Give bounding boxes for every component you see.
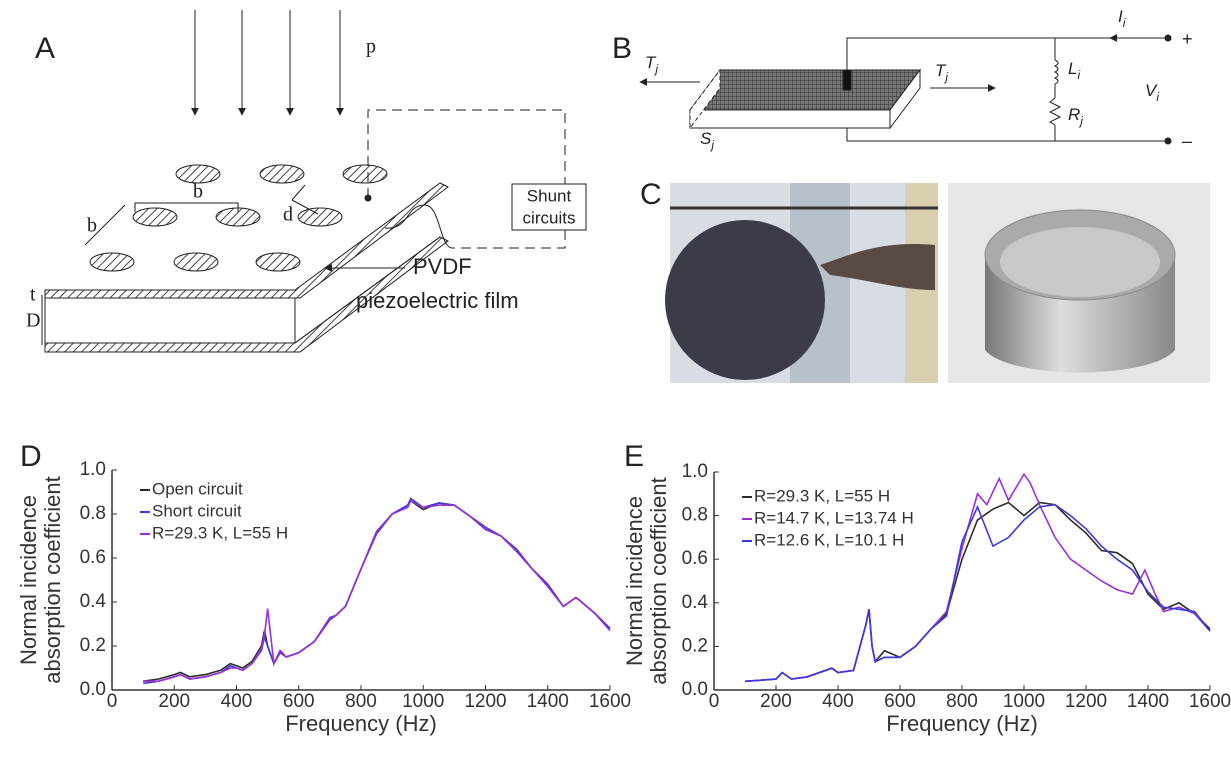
y-tick-label: 0.4 [80, 591, 107, 612]
legend-label: R=14.7 K, L=13.74 H [754, 508, 914, 527]
voltage-label-main: V [1145, 81, 1158, 100]
x-axis-label: Frequency (Hz) [285, 711, 437, 736]
series-line [744, 503, 1211, 683]
panel-c-photos [665, 183, 1210, 383]
legend-label: R=29.3 K, L=55 H [152, 523, 288, 542]
panel-a [41, 10, 587, 353]
y-tick-label: 0.4 [682, 592, 709, 613]
legend-label: R=12.6 K, L=10.1 H [754, 530, 904, 549]
current-label-sub: i [1123, 16, 1126, 30]
terminal-label: + [1182, 29, 1193, 49]
voltage-label-sub: i [1156, 90, 1159, 104]
current-label-main: I [1118, 7, 1123, 26]
x-tick-label: 1200 [464, 691, 506, 712]
panel-label: A [35, 32, 55, 65]
film-label: piezoelectric film [356, 288, 519, 313]
panel-label: C [640, 178, 662, 211]
x-tick-label: 1400 [1127, 691, 1169, 712]
depth-label: D [26, 310, 40, 332]
legend-label: Short circuit [152, 501, 242, 520]
y-tick-label: 0.2 [682, 635, 708, 656]
spacing-label: b [193, 181, 203, 203]
x-tick-label: 400 [822, 691, 854, 712]
y-tick-label: 0.8 [682, 505, 708, 526]
resistor-label: Rj [1068, 105, 1083, 128]
y-axis-label: Normal incidence [622, 496, 647, 666]
shunt-label: Shunt [527, 186, 572, 205]
legend-label: R=29.3 K, L=55 H [754, 486, 890, 505]
y-tick-label: 0.0 [80, 679, 106, 700]
x-tick-label: 800 [946, 691, 978, 712]
y-axis-label: Normal incidence [16, 495, 41, 665]
series-line [744, 501, 1211, 683]
series-line [143, 499, 611, 682]
x-tick-label: 1000 [1003, 691, 1045, 712]
tension-label: Tj [935, 61, 948, 84]
shunt-label: circuits [523, 208, 576, 227]
x-tick-label: 0 [709, 691, 720, 712]
x-tick-label: 200 [760, 691, 792, 712]
panel-label: D [20, 440, 42, 473]
x-tick-label: 1600 [589, 691, 631, 712]
film-label: PVDF [413, 254, 472, 279]
inductor-label-main: L [1068, 59, 1077, 78]
x-tick-label: 600 [884, 691, 916, 712]
x-tick-label: 1400 [527, 691, 569, 712]
x-tick-label: 0 [107, 691, 118, 712]
y-axis-label: absorption coefficient [40, 476, 65, 684]
voltage-label: Vi [1145, 81, 1159, 104]
x-tick-label: 800 [345, 691, 377, 712]
diameter-label: d [283, 204, 293, 226]
area-label: Sj [700, 129, 714, 152]
spacing-label: b [87, 215, 97, 237]
x-tick-label: 1600 [1189, 691, 1231, 712]
y-tick-label: 1.0 [80, 459, 106, 480]
y-tick-label: 0.0 [682, 679, 708, 700]
x-tick-label: 600 [283, 691, 315, 712]
resistor-label-sub: j [1078, 114, 1083, 128]
current-label: Ii [1118, 7, 1126, 30]
y-tick-label: 1.0 [682, 461, 708, 482]
panel-label: E [624, 440, 644, 473]
legend-label: Open circuit [152, 479, 243, 498]
tension-label-sub: j [943, 70, 948, 84]
y-tick-label: 0.8 [80, 503, 106, 524]
tension-label-main: T [645, 53, 657, 72]
x-tick-label: 1000 [402, 691, 444, 712]
x-tick-label: 1200 [1065, 691, 1107, 712]
terminal-label: – [1182, 131, 1192, 151]
area-label-main: S [700, 129, 712, 148]
thickness-label: t [30, 284, 36, 306]
tension-label-sub: j [653, 62, 658, 76]
tension-label: Tj [645, 53, 658, 76]
x-tick-label: 200 [158, 691, 190, 712]
panel-label: B [612, 32, 632, 65]
x-axis-label: Frequency (Hz) [886, 711, 1038, 736]
tension-label-main: T [935, 61, 947, 80]
resistor-label-main: R [1068, 105, 1080, 124]
panel-b [639, 34, 1172, 145]
y-tick-label: 0.2 [80, 635, 106, 656]
y-axis-label: absorption coefficient [646, 477, 671, 685]
x-tick-label: 400 [221, 691, 253, 712]
y-tick-label: 0.6 [682, 548, 708, 569]
y-tick-label: 0.6 [80, 547, 106, 568]
inductor-label: Li [1068, 59, 1080, 82]
inductor-label-sub: i [1077, 68, 1080, 82]
load-label: p [366, 36, 376, 58]
area-label-sub: j [709, 138, 714, 152]
